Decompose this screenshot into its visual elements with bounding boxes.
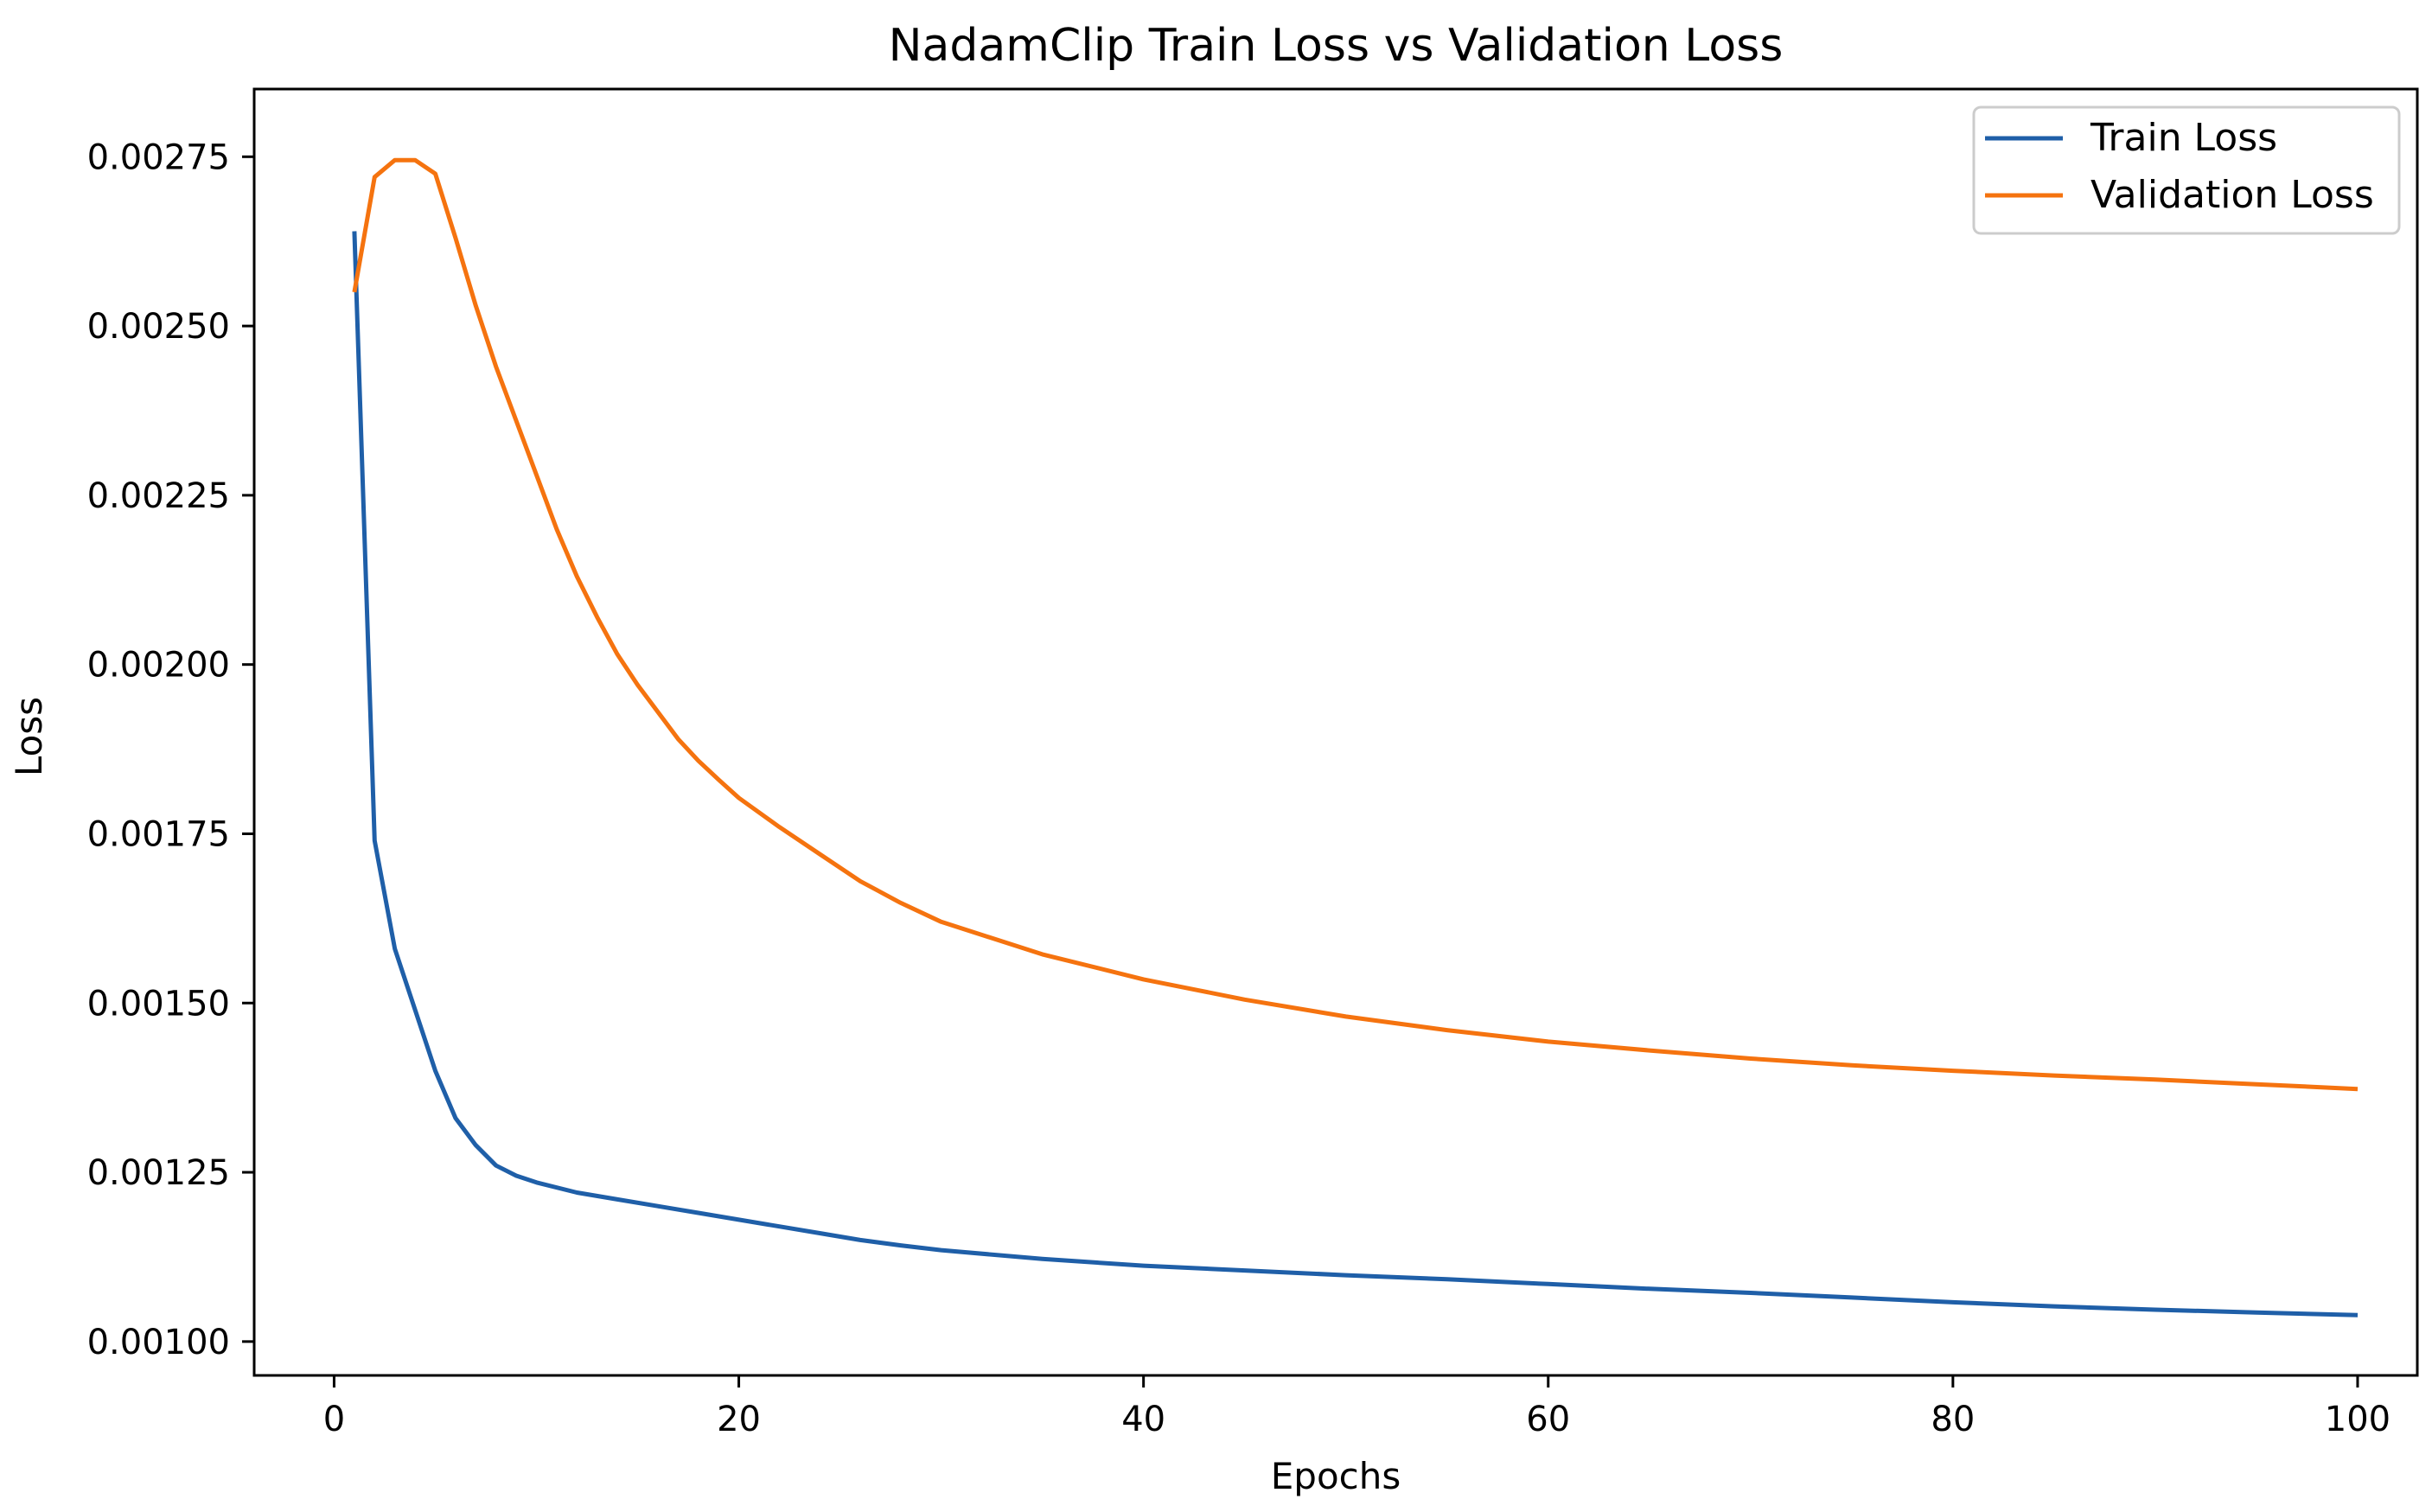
axes-frame (252, 87, 2419, 1377)
y-tick-label: 0.00100 (87, 1323, 230, 1362)
y-axis-label: Loss (8, 697, 50, 776)
legend-label-train-loss: Train Loss (2090, 116, 2277, 160)
legend-label-validation-loss: Validation Loss (2090, 173, 2374, 217)
y-tick-label: 0.00225 (87, 476, 230, 516)
plot-area: 0 20 40 60 80 100 0.00100 0.00125 0.00150 0.0017… (87, 87, 2419, 1439)
y-tick-label: 0.00275 (87, 137, 230, 177)
x-tick-label: 40 (1121, 1400, 1165, 1439)
series-lines (352, 157, 2359, 1317)
y-tick-label: 0.00200 (87, 646, 230, 686)
x-axis-ticks: 0 20 40 60 80 100 (323, 1375, 2391, 1439)
y-tick-label: 0.00175 (87, 814, 230, 854)
x-tick-label: 80 (1931, 1400, 1975, 1439)
y-tick-label: 0.00150 (87, 984, 230, 1024)
x-tick-label: 0 (323, 1400, 345, 1439)
series-line-train-loss (352, 231, 2359, 1317)
legend: Train Loss Validation Loss (1972, 105, 2401, 235)
x-tick-label: 60 (1526, 1400, 1570, 1439)
x-tick-label: 20 (717, 1400, 761, 1439)
y-axis-ticks: 0.00100 0.00125 0.00150 0.00175 0.00200 0.002… (87, 137, 254, 1362)
y-tick-label: 0.00125 (87, 1153, 230, 1193)
y-tick-label: 0.00250 (87, 307, 230, 347)
chart-title: NadamClip Train Loss vs Validation Loss (889, 20, 1784, 72)
x-tick-label: 100 (2325, 1400, 2391, 1439)
legend-box (1972, 105, 2401, 235)
series-line-validation-loss (352, 157, 2359, 1092)
x-axis-label: Epochs (1271, 1455, 1401, 1497)
